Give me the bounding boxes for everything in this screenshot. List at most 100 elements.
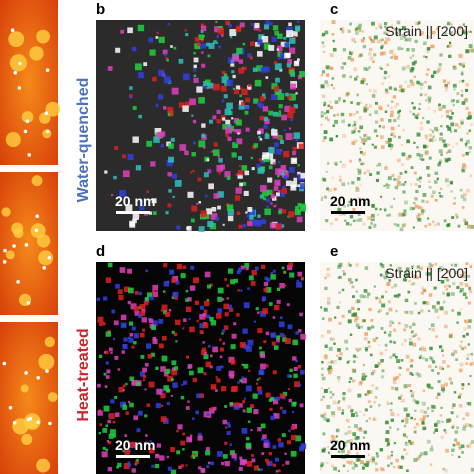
strain-pixel — [465, 262, 469, 265]
speckle — [270, 159, 276, 165]
speckle — [210, 213, 218, 220]
strain-pixel — [439, 132, 443, 136]
speckle — [208, 119, 213, 124]
strain-pixel — [351, 181, 355, 185]
strain-pixel — [355, 414, 359, 417]
strain-pixel — [344, 444, 347, 448]
speckle — [163, 281, 170, 287]
strain-pixel — [460, 194, 465, 199]
strain-pixel — [467, 111, 472, 116]
speckle — [152, 320, 158, 326]
speckle — [227, 136, 232, 141]
strain-pixel — [354, 424, 358, 428]
speckle — [267, 177, 273, 183]
strain-pixel — [405, 310, 409, 314]
speckle — [166, 58, 169, 62]
strain-pixel — [375, 178, 379, 182]
speckle — [207, 284, 212, 289]
speckle — [300, 333, 307, 340]
speckle — [107, 66, 113, 71]
strain-pixel — [342, 396, 346, 400]
speckle — [165, 56, 169, 60]
strain-pixel — [437, 392, 441, 396]
strain-pixel — [378, 308, 383, 313]
speckle — [154, 463, 160, 469]
strain-pixel — [321, 334, 324, 338]
strain-pixel — [445, 270, 450, 274]
strain-pixel — [458, 455, 461, 458]
dot — [25, 119, 30, 124]
strain-pixel — [462, 63, 465, 66]
speckle — [270, 274, 276, 280]
strain-pixel — [470, 352, 474, 356]
strain-pixel — [358, 159, 362, 163]
strain-pixel — [459, 188, 463, 192]
strain-pixel — [470, 224, 474, 229]
speckle — [289, 83, 296, 90]
strain-pixel — [435, 396, 439, 399]
strain-pixel — [441, 367, 445, 370]
strain-pixel — [423, 451, 428, 456]
strain-pixel — [446, 125, 449, 128]
strain-pixel — [457, 224, 461, 228]
blob — [29, 46, 44, 61]
speckle — [206, 158, 210, 162]
strain-pixel — [418, 356, 422, 360]
strain-pixel — [470, 123, 473, 126]
strain-pixel — [399, 36, 404, 41]
strain-pixel — [463, 271, 467, 275]
strain-pixel — [359, 125, 364, 130]
strain-pixel — [451, 426, 454, 429]
strain-pixel — [466, 188, 470, 193]
strain-pixel — [452, 65, 456, 69]
speckle — [289, 37, 296, 44]
speckle — [226, 297, 229, 300]
speckle — [111, 309, 116, 314]
strain-pixel — [445, 283, 450, 288]
strain-pixel — [398, 84, 403, 89]
strain-pixel — [412, 112, 415, 116]
strain-pixel — [362, 142, 366, 145]
speckle — [133, 306, 139, 312]
strain-pixel — [436, 177, 440, 181]
speckle — [245, 127, 250, 132]
strain-pixel — [356, 75, 359, 78]
strain-pixel — [467, 301, 470, 304]
strain-pixel — [324, 195, 327, 199]
speckle — [133, 415, 139, 421]
speckle — [218, 158, 223, 163]
dot — [45, 68, 50, 72]
strain-pixel — [409, 206, 414, 211]
strain-pixel — [352, 432, 357, 436]
speckle — [161, 304, 168, 311]
speckle — [96, 297, 101, 301]
strain-pixel — [358, 23, 362, 28]
strain-pixel — [359, 136, 362, 139]
strain-pixel — [356, 436, 360, 440]
strain-pixel — [452, 282, 456, 286]
dot — [18, 61, 22, 66]
strain-pixel — [445, 159, 449, 163]
speckle — [292, 35, 296, 40]
strain-pixel — [469, 374, 472, 378]
speckle — [202, 312, 207, 317]
strain-pixel — [404, 200, 408, 205]
strain-pixel — [357, 168, 362, 173]
speckle — [166, 388, 171, 393]
strain-pixel — [402, 222, 407, 227]
speckle — [260, 159, 265, 164]
speckle — [122, 450, 125, 453]
strain-pixel — [455, 215, 459, 219]
speckle — [128, 337, 134, 343]
strain-pixel — [442, 79, 447, 83]
strain-pixel — [351, 306, 355, 310]
speckle — [222, 419, 228, 425]
speckle — [224, 404, 228, 408]
strain-pixel — [455, 123, 459, 127]
strain-pixel — [449, 31, 453, 35]
strain-pixel — [345, 92, 350, 97]
strain-pixel — [371, 203, 375, 208]
speckle — [239, 94, 242, 98]
speckle — [254, 79, 262, 87]
speckle — [294, 381, 300, 388]
